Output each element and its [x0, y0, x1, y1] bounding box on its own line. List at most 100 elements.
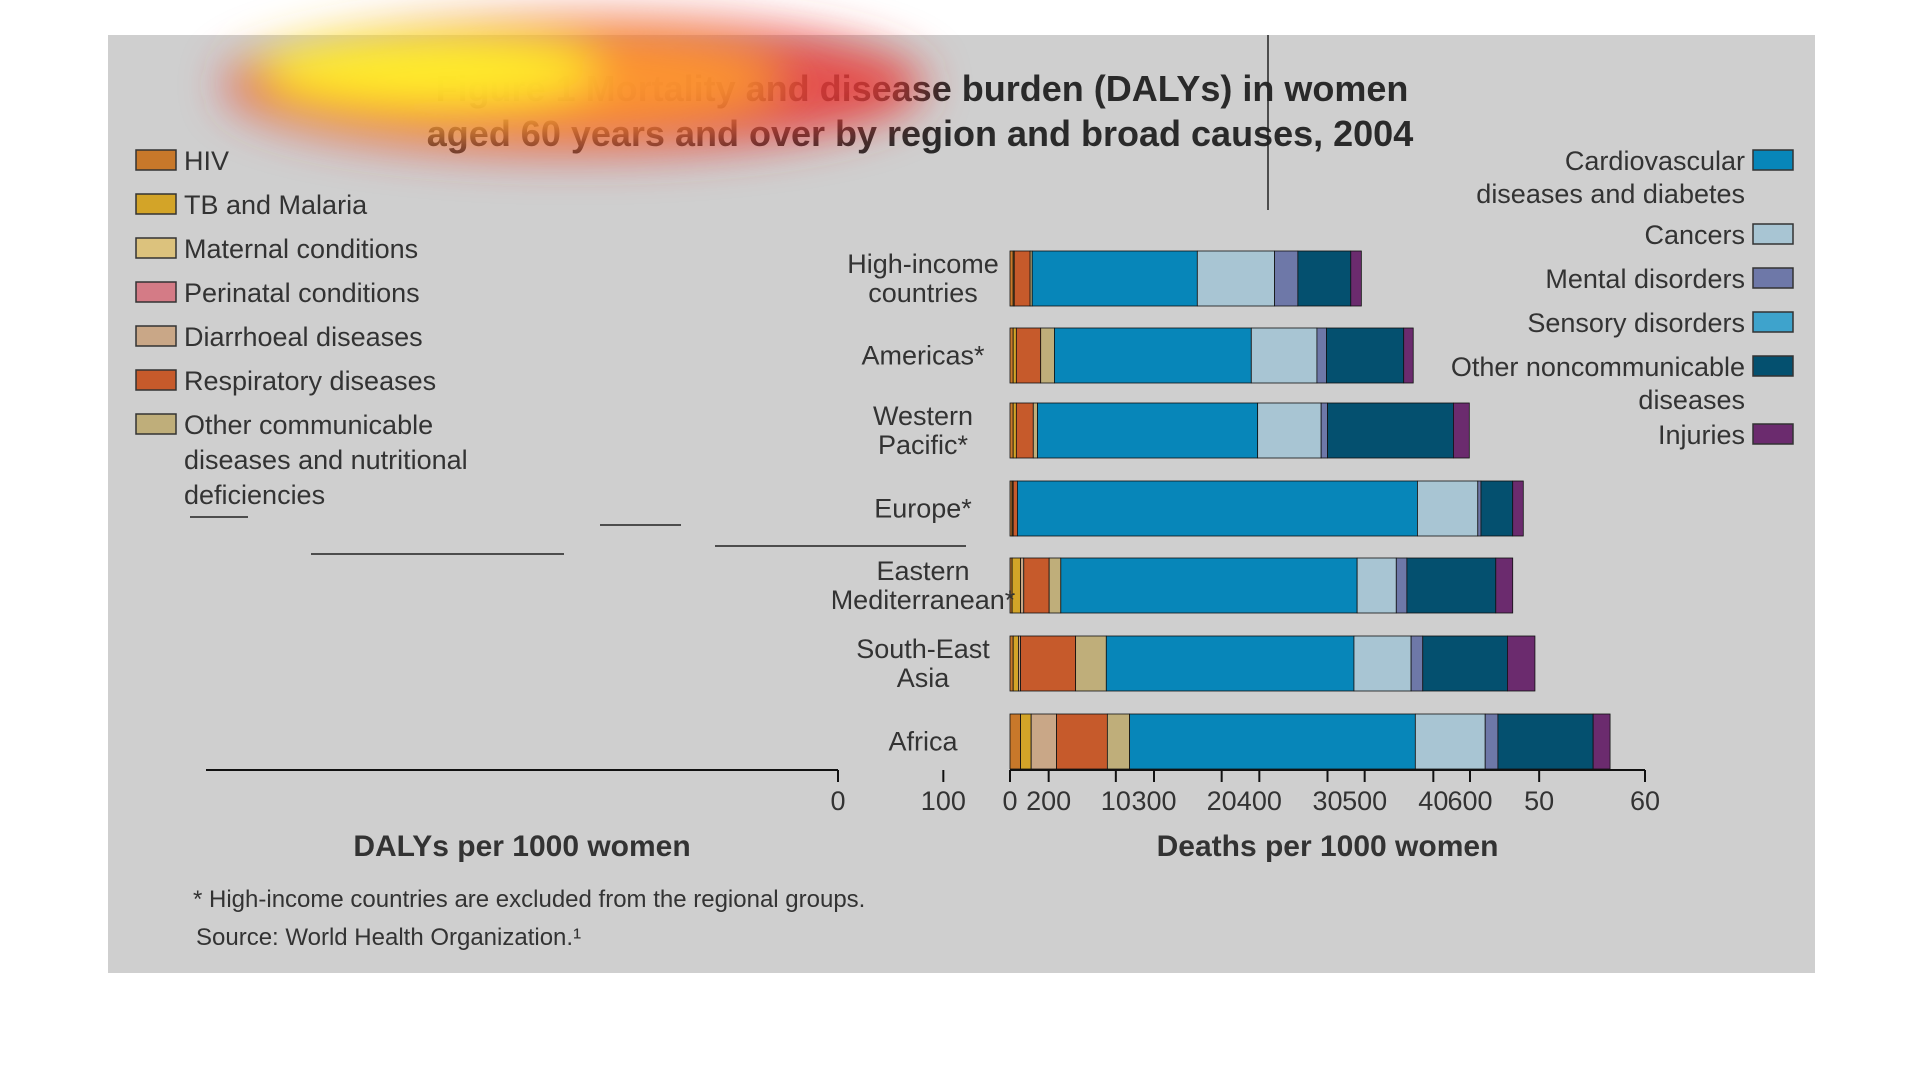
bar-segment-cancers [1257, 402, 1322, 459]
bar-segment-cardiovascular-diseases-and-diabetes [1037, 402, 1259, 459]
bar-segment-tb-and-malaria [1012, 635, 1019, 692]
legend-label-respiratory-diseases: Respiratory diseases [184, 366, 436, 396]
legend-swatch-hiv [135, 149, 177, 171]
bar-segment-other-communicable [1075, 635, 1107, 692]
bar-segment-cardiovascular-diseases-and-diabetes [1129, 713, 1416, 770]
bar-segment-mental-disorders [1410, 635, 1424, 692]
figure-panel [108, 35, 1815, 973]
x-tick-label: 10 [1101, 786, 1131, 816]
legend-label-diarrhoeal-diseases: Diarrhoeal diseases [184, 322, 423, 352]
bar-segment-hiv [1009, 635, 1014, 692]
legend-label-other-noncommunicable-diseases: Other noncommunicable [1451, 352, 1745, 382]
footnote: * High-income countries are excluded fro… [193, 886, 865, 913]
legend-label-other-noncommunicable-diseases: diseases [1638, 385, 1745, 415]
bar-segment-cancers [1417, 480, 1479, 537]
bar-segment-cancers [1196, 250, 1275, 307]
bar-segment-hiv [1009, 402, 1014, 459]
x-tick-label: 300 [1131, 786, 1176, 816]
x-axis-title: DALYs per 1000 women [353, 830, 690, 863]
bar-segment-respiratory-diseases [1015, 402, 1034, 459]
category-label: Western [873, 401, 973, 431]
bar-segment-respiratory-diseases [1020, 635, 1077, 692]
bar-segment-hiv [1009, 327, 1014, 384]
x-axis-title: Deaths per 1000 women [1157, 830, 1499, 863]
x-tick-label: 200 [1026, 786, 1071, 816]
x-tick-label: 500 [1342, 786, 1387, 816]
category-label: Americas* [861, 341, 985, 371]
legend-label-tb-and-malaria: TB and Malaria [184, 190, 368, 220]
bar-segment-tb-and-malaria [1020, 713, 1032, 770]
legend-left: HIV TB and Malaria Maternal conditions Peri… [135, 146, 468, 510]
x-tick-label: 40 [1418, 786, 1448, 816]
legend-swatch-other-noncommunicable-diseases [1752, 355, 1794, 377]
bar-segment-cancers [1356, 557, 1397, 614]
bar-segment-cardiovascular-diseases-and-diabetes [1017, 480, 1418, 537]
highlight-glow-core [260, 36, 600, 104]
legend-swatch-respiratory-diseases [135, 369, 177, 391]
bar-segment-other-noncommunicable-diseases [1480, 480, 1514, 537]
category-label: countries [868, 278, 978, 308]
category-label: Europe* [874, 494, 972, 524]
bar-segment-other-noncommunicable-diseases [1326, 327, 1405, 384]
bar-segment-cardiovascular-diseases-and-diabetes [1060, 557, 1358, 614]
bar-segment-cardiovascular-diseases-and-diabetes [1031, 250, 1198, 307]
bar-segment-injuries [1495, 557, 1514, 614]
legend-label-cardiovascular-diseases-and-diabetes: diseases and diabetes [1476, 179, 1745, 209]
legend-label-maternal-conditions: Maternal conditions [184, 234, 418, 264]
deaths-chart: 0 10 20 30 40 50 60 Deaths per 1000 women [1002, 250, 1660, 863]
x-tick-label: 400 [1237, 786, 1282, 816]
highlight-overlay [225, 17, 925, 153]
legend-swatch-injuries [1752, 423, 1794, 445]
legend-label-perinatal-conditions: Perinatal conditions [184, 278, 420, 308]
bar-segment-other-communicable [1048, 557, 1062, 614]
legend-swatch-diarrhoeal-diseases [135, 325, 177, 347]
bar-segment-injuries [1453, 402, 1470, 459]
bar-segment-cardiovascular-diseases-and-diabetes [1054, 327, 1252, 384]
bar-segment-other-noncommunicable-diseases [1297, 250, 1352, 307]
legend-swatch-cancers [1752, 223, 1794, 245]
legend-label-mental-disorders: Mental disorders [1545, 264, 1745, 294]
bar-segment-injuries [1507, 635, 1536, 692]
bar-segment-respiratory-diseases [1023, 557, 1050, 614]
bar-segment-other-noncommunicable-diseases [1422, 635, 1508, 692]
bar-segment-other-communicable [1106, 713, 1130, 770]
category-label: Pacific* [878, 430, 969, 460]
legend-label-hiv: HIV [184, 146, 229, 176]
bar-segment-respiratory-diseases [1012, 480, 1018, 537]
bar-segment-respiratory-diseases [1013, 250, 1031, 307]
legend-swatch-cardiovascular-diseases-and-diabetes [1752, 149, 1794, 171]
category-label: Africa [888, 727, 958, 757]
bar-segment-other-communicable [1032, 402, 1038, 459]
bar-segment-injuries [1512, 480, 1524, 537]
category-label: Eastern [876, 556, 969, 586]
bar-segment-mental-disorders [1274, 250, 1299, 307]
bar-segment-injuries [1403, 327, 1414, 384]
bar-segment-cancers [1414, 713, 1486, 770]
bar-segment-cardiovascular-diseases-and-diabetes [1105, 635, 1355, 692]
bar-segment-tb-and-malaria [1012, 327, 1017, 384]
x-tick-label: 20 [1207, 786, 1237, 816]
bar-segment-diarrhoeal-diseases [1020, 557, 1025, 614]
x-tick-label: 0 [1002, 786, 1017, 816]
legend-label-other-communicable: deficiencies [184, 480, 325, 510]
legend-label-other-communicable: Other communicable [184, 410, 433, 440]
x-tick-label: 0 [830, 786, 845, 816]
x-tick-label: 600 [1447, 786, 1492, 816]
bar-segment-cancers [1353, 635, 1412, 692]
bar-segment-other-noncommunicable-diseases [1497, 713, 1594, 770]
bar-segment-injuries [1592, 713, 1611, 770]
bar-segment-other-noncommunicable-diseases [1406, 557, 1497, 614]
bar-segment-mental-disorders [1395, 557, 1408, 614]
bar-segment-mental-disorders [1316, 327, 1327, 384]
bar-segment-hiv [1009, 250, 1014, 307]
category-label: High-income [847, 249, 999, 279]
legend-label-cardiovascular-diseases-and-diabetes: Cardiovascular [1565, 146, 1745, 176]
legend-swatch-maternal-conditions [135, 237, 177, 259]
bar-segment-other-communicable [1040, 327, 1055, 384]
x-tick-label: 30 [1312, 786, 1342, 816]
category-label: South-East [856, 634, 990, 664]
